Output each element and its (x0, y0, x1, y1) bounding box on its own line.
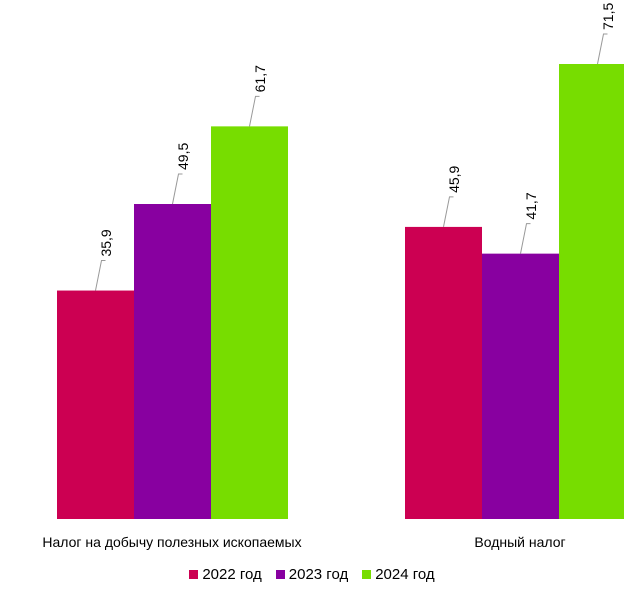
bar-water-2022 (405, 226, 482, 519)
legend-label-2024: 2024 год (375, 566, 435, 583)
leader-line (597, 33, 608, 65)
legend-item-2024: 2024 год (362, 566, 435, 583)
category-label: Водный налог (474, 534, 565, 550)
leader-line (172, 173, 183, 205)
bar-ndpi-2024 (211, 126, 288, 519)
legend-swatch-2024 (362, 570, 372, 579)
leader-line (95, 260, 106, 291)
bar-water-2024 (559, 64, 624, 519)
legend-swatch-2023 (275, 570, 285, 579)
data-label: 35,9 (98, 229, 114, 256)
leader-line (249, 95, 260, 127)
bar-ndpi-2023 (134, 204, 211, 519)
legend-label-2023: 2023 год (288, 566, 349, 583)
legend-item-2023: 2023 год (275, 566, 349, 583)
data-label: 61,7 (252, 65, 268, 92)
leader-line (520, 223, 531, 254)
legend-item-2022: 2022 год (189, 566, 262, 583)
leader-line (443, 196, 454, 228)
data-label: 71,5 (600, 3, 616, 30)
data-label: 49,5 (175, 143, 191, 170)
bar-ndpi-2022 (57, 290, 134, 519)
legend: 2022 год 2023 год 2024 год (0, 566, 624, 583)
data-label: 45,9 (446, 165, 462, 192)
legend-swatch-2022 (189, 570, 199, 579)
bar-water-2023 (482, 253, 559, 520)
data-label: 41,7 (523, 192, 539, 219)
category-label: Налог на добычу полезных ископаемых (42, 534, 301, 550)
legend-label-2022: 2022 год (202, 566, 262, 583)
